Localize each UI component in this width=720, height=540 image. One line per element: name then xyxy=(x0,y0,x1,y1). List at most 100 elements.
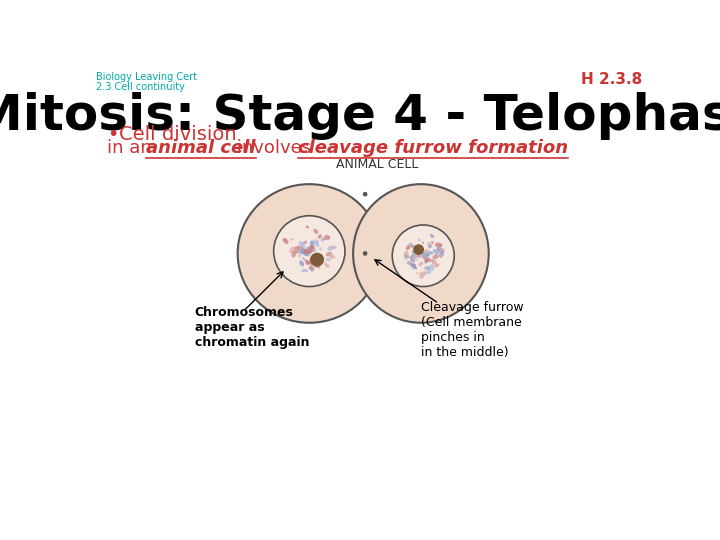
Text: H 2.3.8: H 2.3.8 xyxy=(580,72,642,87)
Ellipse shape xyxy=(392,225,454,287)
Ellipse shape xyxy=(310,248,316,252)
Ellipse shape xyxy=(306,226,309,228)
Ellipse shape xyxy=(421,252,428,257)
Ellipse shape xyxy=(325,252,332,256)
Ellipse shape xyxy=(321,256,324,260)
Ellipse shape xyxy=(318,234,322,239)
Ellipse shape xyxy=(404,251,408,258)
Text: animal cell: animal cell xyxy=(146,139,256,157)
Ellipse shape xyxy=(405,256,407,260)
Ellipse shape xyxy=(314,264,320,268)
Ellipse shape xyxy=(439,248,445,253)
Ellipse shape xyxy=(416,272,418,274)
Ellipse shape xyxy=(439,251,444,258)
Ellipse shape xyxy=(420,247,423,250)
Ellipse shape xyxy=(327,235,330,240)
Ellipse shape xyxy=(428,242,431,247)
Ellipse shape xyxy=(404,254,410,258)
Ellipse shape xyxy=(299,249,307,254)
Text: involves: involves xyxy=(231,139,317,157)
Ellipse shape xyxy=(238,184,381,323)
Ellipse shape xyxy=(300,260,304,266)
Text: 2.3 Cell continuity: 2.3 Cell continuity xyxy=(96,82,185,92)
Ellipse shape xyxy=(302,248,305,251)
Ellipse shape xyxy=(419,272,424,279)
Ellipse shape xyxy=(302,251,308,256)
Circle shape xyxy=(363,192,367,197)
Ellipse shape xyxy=(414,264,416,267)
Text: Cell division: Cell division xyxy=(120,125,237,144)
Ellipse shape xyxy=(429,244,432,246)
Ellipse shape xyxy=(428,251,433,255)
Ellipse shape xyxy=(306,252,310,256)
Text: •: • xyxy=(107,125,118,144)
Ellipse shape xyxy=(307,248,312,254)
Ellipse shape xyxy=(416,246,423,251)
Ellipse shape xyxy=(301,247,307,251)
Ellipse shape xyxy=(292,251,296,258)
Ellipse shape xyxy=(440,244,443,246)
Ellipse shape xyxy=(423,271,426,276)
Ellipse shape xyxy=(427,254,430,256)
Ellipse shape xyxy=(418,262,423,266)
Ellipse shape xyxy=(437,264,440,265)
Ellipse shape xyxy=(407,261,413,265)
Ellipse shape xyxy=(310,240,314,247)
Ellipse shape xyxy=(413,266,416,269)
Ellipse shape xyxy=(410,262,411,265)
Ellipse shape xyxy=(301,248,304,252)
Text: Mitosis: Stage 4 - Telophase: Mitosis: Stage 4 - Telophase xyxy=(0,92,720,140)
Ellipse shape xyxy=(427,252,430,256)
Ellipse shape xyxy=(423,255,428,260)
Ellipse shape xyxy=(282,238,289,244)
Circle shape xyxy=(363,251,367,256)
Ellipse shape xyxy=(305,270,308,272)
Ellipse shape xyxy=(324,262,326,265)
Ellipse shape xyxy=(425,255,427,258)
Ellipse shape xyxy=(428,245,432,248)
Ellipse shape xyxy=(307,249,312,253)
Ellipse shape xyxy=(306,261,308,265)
Ellipse shape xyxy=(430,234,434,238)
Ellipse shape xyxy=(308,249,311,252)
Ellipse shape xyxy=(328,246,334,251)
Ellipse shape xyxy=(416,253,420,258)
Ellipse shape xyxy=(323,235,329,240)
Text: Cleavage furrow
(Cell membrane
pinches in
in the middle): Cleavage furrow (Cell membrane pinches i… xyxy=(421,301,523,359)
Ellipse shape xyxy=(311,259,315,262)
Ellipse shape xyxy=(417,251,420,255)
Ellipse shape xyxy=(300,244,305,248)
Text: ANIMAL CELL: ANIMAL CELL xyxy=(336,158,418,171)
Circle shape xyxy=(310,253,324,267)
Ellipse shape xyxy=(312,255,314,257)
Ellipse shape xyxy=(424,259,428,264)
Ellipse shape xyxy=(313,229,318,234)
Ellipse shape xyxy=(411,245,414,248)
Ellipse shape xyxy=(309,265,313,270)
Ellipse shape xyxy=(426,270,431,274)
Ellipse shape xyxy=(332,246,336,249)
Ellipse shape xyxy=(319,247,322,251)
Ellipse shape xyxy=(302,269,306,272)
Circle shape xyxy=(413,244,424,255)
Ellipse shape xyxy=(436,256,438,259)
Ellipse shape xyxy=(424,258,431,262)
Text: Biology Leaving Cert: Biology Leaving Cert xyxy=(96,72,197,83)
Ellipse shape xyxy=(310,255,315,262)
Ellipse shape xyxy=(437,247,443,253)
Text: cleavage furrow formation: cleavage furrow formation xyxy=(297,139,568,157)
Ellipse shape xyxy=(325,264,330,268)
Ellipse shape xyxy=(303,249,310,254)
Ellipse shape xyxy=(353,184,489,323)
Ellipse shape xyxy=(312,257,315,259)
Ellipse shape xyxy=(410,255,415,262)
Ellipse shape xyxy=(416,258,418,261)
Ellipse shape xyxy=(309,246,315,252)
Ellipse shape xyxy=(326,258,331,261)
Ellipse shape xyxy=(413,256,416,261)
Ellipse shape xyxy=(426,249,428,253)
Ellipse shape xyxy=(307,246,310,248)
Ellipse shape xyxy=(289,247,295,253)
Ellipse shape xyxy=(329,255,336,259)
Ellipse shape xyxy=(309,251,311,253)
